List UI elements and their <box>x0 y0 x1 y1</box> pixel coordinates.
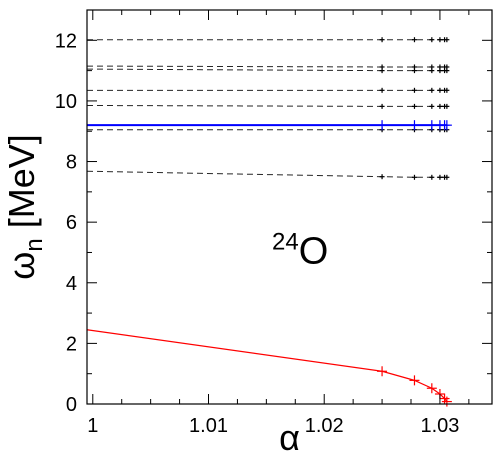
data-point <box>411 37 417 43</box>
series-line <box>86 68 447 72</box>
data-point <box>411 68 417 74</box>
y-axis-title: ωn [MeV] <box>1 134 48 280</box>
data-point <box>437 68 443 74</box>
data-point <box>379 37 385 43</box>
data-point <box>409 375 420 386</box>
series-7 <box>87 120 452 131</box>
data-point <box>441 120 452 131</box>
nucleus-symbol: O <box>299 230 329 272</box>
data-point <box>444 103 450 109</box>
data-point <box>411 174 417 180</box>
y-tick-label: 2 <box>66 333 77 355</box>
data-point <box>426 383 437 394</box>
series-1 <box>86 64 450 70</box>
data-point <box>437 87 443 93</box>
series-8 <box>86 329 452 407</box>
x-tick-label: 1.01 <box>189 415 228 437</box>
plot-frame <box>86 9 493 405</box>
data-point <box>437 174 443 180</box>
y-axis-unit: [MeV] <box>1 134 42 238</box>
data-point <box>379 87 385 93</box>
data-point <box>444 68 450 74</box>
series-3 <box>87 87 450 93</box>
data-point <box>377 120 388 131</box>
y-tick-label: 6 <box>66 212 77 234</box>
y-tick-label: 12 <box>55 30 77 52</box>
series-2 <box>86 68 450 74</box>
data-point <box>409 120 420 131</box>
y-tick-label: 10 <box>55 91 77 113</box>
data-point <box>437 37 443 43</box>
data-point <box>429 87 435 93</box>
y-tick-label: 8 <box>66 152 77 174</box>
data-point <box>429 68 435 74</box>
data-point <box>437 103 443 109</box>
data-point <box>411 103 417 109</box>
data-point <box>429 103 435 109</box>
series-0 <box>87 37 450 43</box>
data-point <box>444 37 450 43</box>
y-axis-symbol: ω <box>1 252 42 280</box>
y-tick-label: 0 <box>66 394 77 416</box>
data-point <box>429 37 435 43</box>
data-point <box>379 103 385 109</box>
series-line <box>86 329 448 402</box>
series-line <box>86 65 447 68</box>
nucleus-mass-number: 24 <box>272 228 299 255</box>
data-point <box>444 174 450 180</box>
series-5 <box>87 127 450 133</box>
data-point <box>377 366 388 377</box>
series-line <box>86 170 447 178</box>
series-4 <box>86 103 450 109</box>
y-axis-subscript: n <box>21 238 48 251</box>
x-tick-label: 1 <box>87 415 98 437</box>
x-axis-title: α <box>279 417 300 454</box>
y-tick-label: 4 <box>66 273 77 295</box>
data-point <box>441 396 452 407</box>
data-point <box>429 174 435 180</box>
data-point <box>379 68 385 74</box>
data-point <box>379 174 385 180</box>
data-point <box>411 87 417 93</box>
nucleus-annotation: 24O <box>272 228 328 272</box>
data-point <box>444 87 450 93</box>
series-layer <box>86 37 452 407</box>
series-line <box>86 104 447 107</box>
series-6 <box>86 170 450 180</box>
x-tick-label: 1.03 <box>420 415 459 437</box>
x-tick-label: 1.02 <box>305 415 344 437</box>
